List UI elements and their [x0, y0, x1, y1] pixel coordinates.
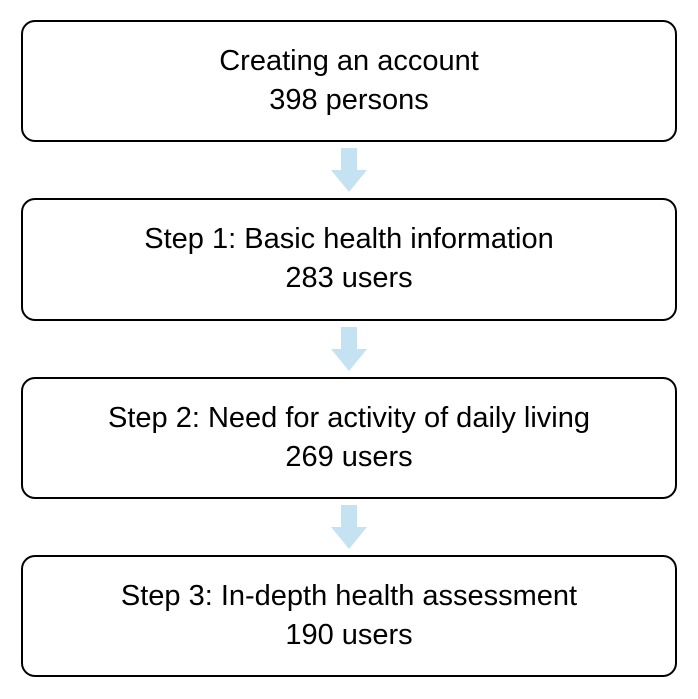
flow-node-line1: Step 1: Basic health information: [144, 220, 553, 259]
flow-node-line1: Creating an account: [219, 42, 479, 81]
flow-node-line2: 283 users: [285, 259, 412, 298]
flow-node-line2: 269 users: [285, 438, 412, 477]
flow-node: Step 2: Need for activity of daily livin…: [21, 377, 677, 499]
flow-node: Step 1: Basic health information 283 use…: [21, 198, 677, 320]
flow-node-line1: Step 2: Need for activity of daily livin…: [108, 399, 590, 438]
flow-node: Creating an account 398 persons: [21, 20, 677, 142]
flow-node: Step 3: In-depth health assessment 190 u…: [21, 555, 677, 677]
flow-node-line2: 190 users: [285, 616, 412, 655]
flow-arrow: [331, 499, 367, 555]
arrow-down-icon: [331, 327, 367, 371]
flow-node-line2: 398 persons: [269, 81, 429, 120]
flow-arrow: [331, 142, 367, 198]
arrow-down-icon: [331, 505, 367, 549]
flow-node-line1: Step 3: In-depth health assessment: [121, 577, 577, 616]
arrow-down-icon: [331, 148, 367, 192]
flow-arrow: [331, 321, 367, 377]
